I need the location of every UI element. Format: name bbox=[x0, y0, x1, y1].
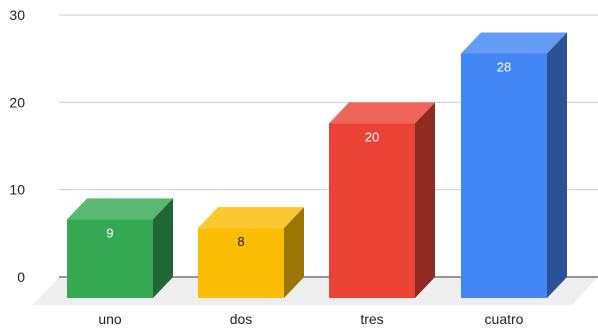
data-label: 28 bbox=[497, 59, 511, 74]
bar-top-face bbox=[198, 207, 304, 229]
bars: 9 8 20 28 bbox=[67, 32, 567, 298]
x-category-label: cuatro bbox=[485, 311, 524, 327]
x-category-label: dos bbox=[230, 311, 253, 327]
bar-top-face bbox=[329, 102, 435, 124]
bar-side-face bbox=[547, 32, 567, 298]
bar-side-face bbox=[153, 198, 173, 298]
y-axis-ticks: 0 10 20 30 bbox=[9, 7, 25, 285]
chart-floor bbox=[33, 277, 598, 305]
x-axis-categories: uno dos tres cuatro bbox=[98, 311, 523, 327]
bar-side-face bbox=[415, 102, 435, 298]
bar-front-face bbox=[329, 123, 415, 298]
y-tick-label: 0 bbox=[17, 269, 25, 285]
data-label: 9 bbox=[106, 225, 113, 240]
bar-top-face bbox=[461, 32, 567, 54]
y-tick-label: 10 bbox=[9, 182, 25, 198]
x-category-label: uno bbox=[98, 311, 122, 327]
bar-front-face bbox=[461, 53, 547, 298]
bar-front-face bbox=[198, 228, 284, 298]
data-label: 20 bbox=[365, 129, 379, 144]
bar-tres: 20 bbox=[329, 102, 435, 298]
data-label: 8 bbox=[237, 234, 244, 249]
bar-side-face bbox=[284, 207, 304, 298]
y-tick-label: 20 bbox=[9, 94, 25, 110]
x-category-label: tres bbox=[360, 311, 383, 327]
bar-cuatro: 28 bbox=[461, 32, 567, 298]
bar-dos: 8 bbox=[198, 207, 304, 298]
bar-top-face bbox=[67, 198, 173, 220]
bar-front-face bbox=[67, 219, 153, 298]
bar-uno: 9 bbox=[67, 198, 173, 298]
y-tick-label: 30 bbox=[9, 7, 25, 23]
